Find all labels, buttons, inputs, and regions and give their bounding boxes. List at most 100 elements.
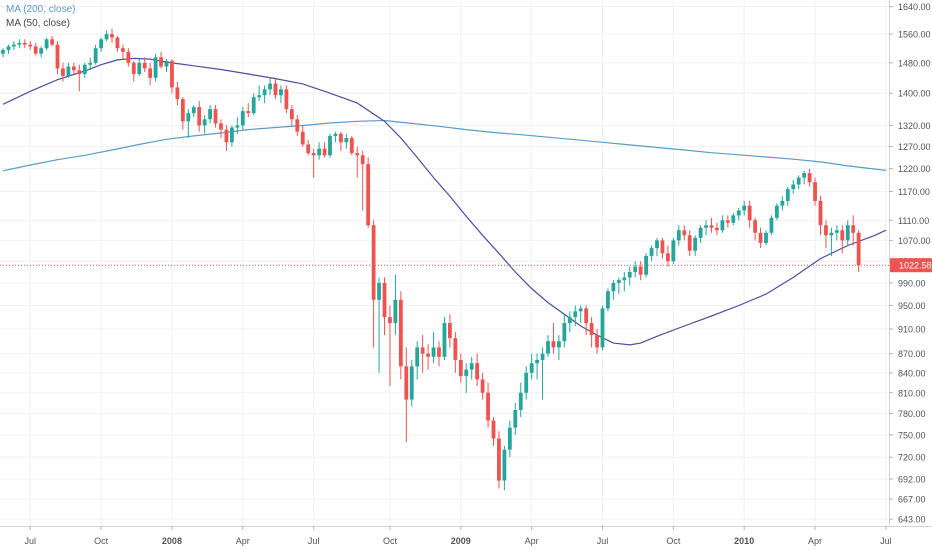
candle-body bbox=[687, 235, 692, 251]
candle bbox=[791, 179, 796, 194]
candle bbox=[796, 175, 801, 190]
candle bbox=[148, 62, 153, 86]
y-tick-label: 840.00 bbox=[898, 368, 926, 378]
candle-body bbox=[398, 299, 403, 367]
legend-ma50[interactable]: MA (50, close) bbox=[6, 18, 70, 29]
candle-body bbox=[491, 420, 496, 439]
candle-body bbox=[191, 107, 196, 114]
candle-body bbox=[851, 225, 856, 233]
candle bbox=[524, 366, 529, 400]
candle bbox=[431, 332, 436, 364]
y-tick-label: 1270.00 bbox=[898, 142, 931, 152]
candle-body bbox=[775, 205, 779, 218]
candle-body bbox=[170, 60, 174, 88]
candle bbox=[170, 59, 174, 94]
candle-body bbox=[93, 48, 98, 63]
candle bbox=[606, 288, 610, 312]
candle-body bbox=[39, 48, 44, 54]
candle-body bbox=[753, 220, 757, 233]
candle bbox=[649, 245, 654, 262]
candle-body bbox=[300, 131, 305, 145]
candle bbox=[638, 261, 643, 281]
candle bbox=[180, 97, 185, 130]
candle-body bbox=[720, 220, 725, 231]
candle bbox=[578, 305, 583, 324]
candle-body bbox=[246, 111, 251, 114]
candle-body bbox=[638, 266, 643, 275]
candle-body bbox=[289, 109, 294, 120]
candle-body bbox=[791, 184, 796, 190]
candle-body bbox=[322, 148, 327, 156]
y-tick-label: 1560.00 bbox=[898, 30, 931, 40]
candle bbox=[731, 212, 736, 226]
legend-ma200[interactable]: MA (200, close) bbox=[6, 4, 76, 15]
candle bbox=[159, 51, 163, 69]
candle-body bbox=[295, 119, 300, 132]
candle bbox=[115, 35, 120, 52]
candle-body bbox=[110, 34, 114, 38]
candle-body bbox=[349, 138, 354, 154]
y-tick-label: 950.00 bbox=[898, 301, 926, 311]
candle bbox=[851, 215, 856, 246]
candle-body bbox=[148, 68, 153, 78]
x-tick-label: Oct bbox=[383, 536, 398, 546]
candle bbox=[219, 119, 223, 139]
candle bbox=[360, 150, 365, 211]
candle-body bbox=[377, 282, 381, 300]
y-tick-label: 1400.00 bbox=[898, 89, 931, 99]
x-tick-label: 2009 bbox=[451, 536, 471, 546]
candle-body bbox=[606, 291, 610, 309]
candle bbox=[518, 382, 523, 417]
candle bbox=[33, 42, 38, 56]
candle bbox=[420, 335, 425, 373]
candle-body bbox=[524, 372, 529, 393]
candle-body bbox=[224, 129, 229, 143]
candle-body bbox=[693, 237, 698, 251]
candle-body bbox=[589, 323, 594, 336]
candle-body bbox=[82, 64, 87, 75]
candle bbox=[28, 41, 33, 51]
candle bbox=[676, 225, 681, 246]
candle-body bbox=[273, 83, 278, 96]
candle bbox=[246, 103, 251, 118]
candle-body bbox=[284, 89, 289, 110]
candle bbox=[725, 215, 730, 228]
candle-body bbox=[546, 341, 550, 354]
candle bbox=[235, 117, 240, 134]
candle bbox=[55, 41, 60, 75]
candle bbox=[589, 317, 594, 348]
candle-body bbox=[257, 95, 262, 98]
candle-body bbox=[99, 39, 103, 49]
y-tick-label: 643.00 bbox=[898, 515, 926, 525]
candle bbox=[131, 60, 136, 82]
candle bbox=[458, 353, 463, 383]
candle-body bbox=[431, 347, 436, 357]
candle-body bbox=[813, 182, 817, 201]
candle bbox=[448, 314, 452, 348]
candle-body bbox=[715, 227, 719, 231]
candle-body bbox=[731, 215, 736, 223]
candle-body bbox=[845, 225, 850, 241]
candle bbox=[540, 347, 545, 400]
candle bbox=[546, 335, 550, 357]
candle bbox=[300, 125, 305, 147]
indicator-legend: MA (200, close) MA (50, close) bbox=[6, 3, 75, 31]
candle-body bbox=[104, 34, 109, 40]
candle bbox=[355, 146, 360, 178]
candle bbox=[475, 353, 480, 387]
x-tick-label: Oct bbox=[666, 536, 681, 546]
candle bbox=[126, 48, 131, 67]
candle bbox=[824, 220, 828, 249]
candle-body bbox=[268, 83, 272, 90]
candle bbox=[240, 107, 245, 130]
candle-body bbox=[622, 277, 627, 281]
candle-body bbox=[595, 335, 599, 348]
ma50-layer bbox=[2, 57, 887, 346]
x-tick-label: Apr bbox=[808, 536, 822, 546]
candle-body bbox=[126, 51, 131, 63]
candle bbox=[398, 291, 403, 380]
candle-body bbox=[633, 266, 638, 272]
candle-body bbox=[807, 173, 812, 183]
candle-body bbox=[339, 133, 343, 143]
